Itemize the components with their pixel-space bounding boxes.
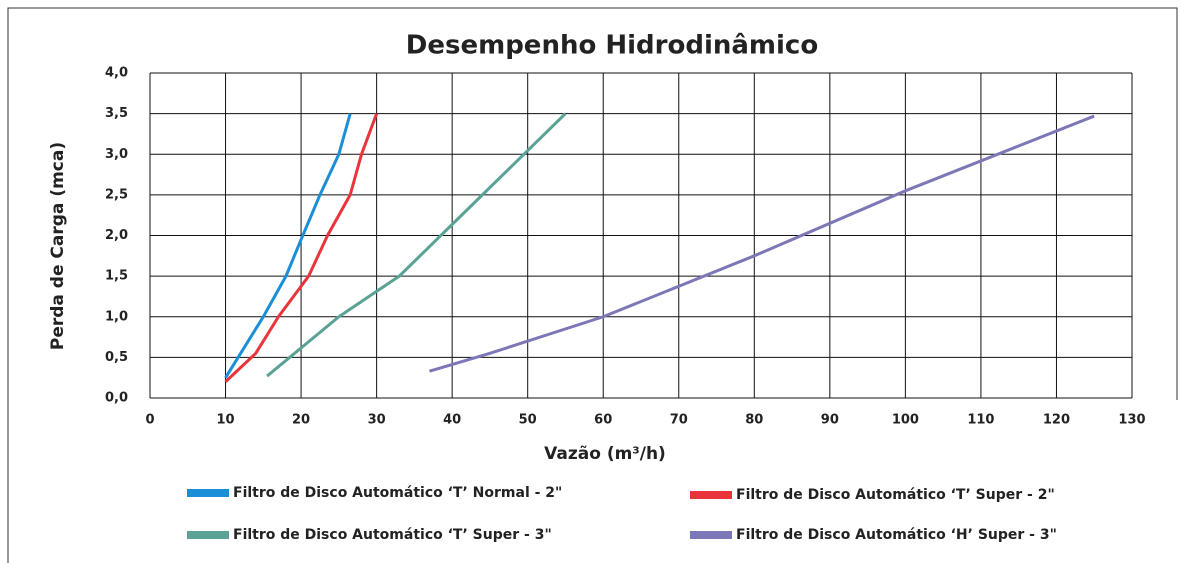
legend-swatch [187, 489, 229, 497]
x-tick-label: 40 [443, 413, 461, 428]
x-tick-label: 30 [368, 413, 386, 428]
x-tick-label: 20 [292, 413, 310, 428]
legend-swatch [187, 531, 229, 539]
y-tick-label: 1,5 [105, 269, 128, 284]
frame [7, 7, 1178, 563]
chart-title: Desempenho Hidrodinâmico [406, 31, 818, 61]
x-tick-label: 50 [519, 413, 537, 428]
x-tick-label: 130 [1118, 413, 1145, 428]
y-tick-label: 0,5 [105, 350, 128, 365]
x-tick-label: 80 [745, 413, 763, 428]
legend-swatch [690, 491, 732, 499]
line-series [429, 114, 1095, 373]
x-axis-label: Vazão (m³/h) [544, 444, 666, 464]
legend-label: Filtro de Disco Automático ‘T’ Super - 3… [233, 527, 552, 543]
y-tick-label: 3,0 [105, 147, 128, 162]
x-tick-label: 100 [892, 413, 919, 428]
y-tick-label: 3,5 [105, 106, 128, 121]
y-tick-label: 4,0 [105, 66, 128, 81]
x-tick-label: 90 [821, 413, 839, 428]
legend-label: Filtro de Disco Automático ‘H’ Super - 3… [736, 527, 1057, 543]
y-axis-label: Perda de Carga (mca) [48, 142, 68, 350]
y-tick-label: 2,5 [105, 187, 128, 202]
y-tick-label: 2,0 [105, 228, 128, 243]
line-series [224, 113, 352, 379]
x-tick-label: 60 [594, 413, 612, 428]
line-series [266, 112, 567, 378]
y-tick-label: 1,0 [105, 309, 128, 324]
x-tick-label: 120 [1043, 413, 1070, 428]
x-tick-label: 70 [670, 413, 688, 428]
line-series [224, 113, 379, 383]
y-tick-label: 0,0 [105, 391, 128, 406]
x-tick-label: 110 [967, 413, 994, 428]
legend-label: Filtro de Disco Automático ‘T’ Normal - … [233, 485, 562, 501]
x-tick-label: 0 [145, 413, 154, 428]
legend-swatch [690, 531, 732, 539]
x-tick-label: 10 [216, 413, 234, 428]
legend-label: Filtro de Disco Automático ‘T’ Super - 2… [736, 487, 1055, 503]
